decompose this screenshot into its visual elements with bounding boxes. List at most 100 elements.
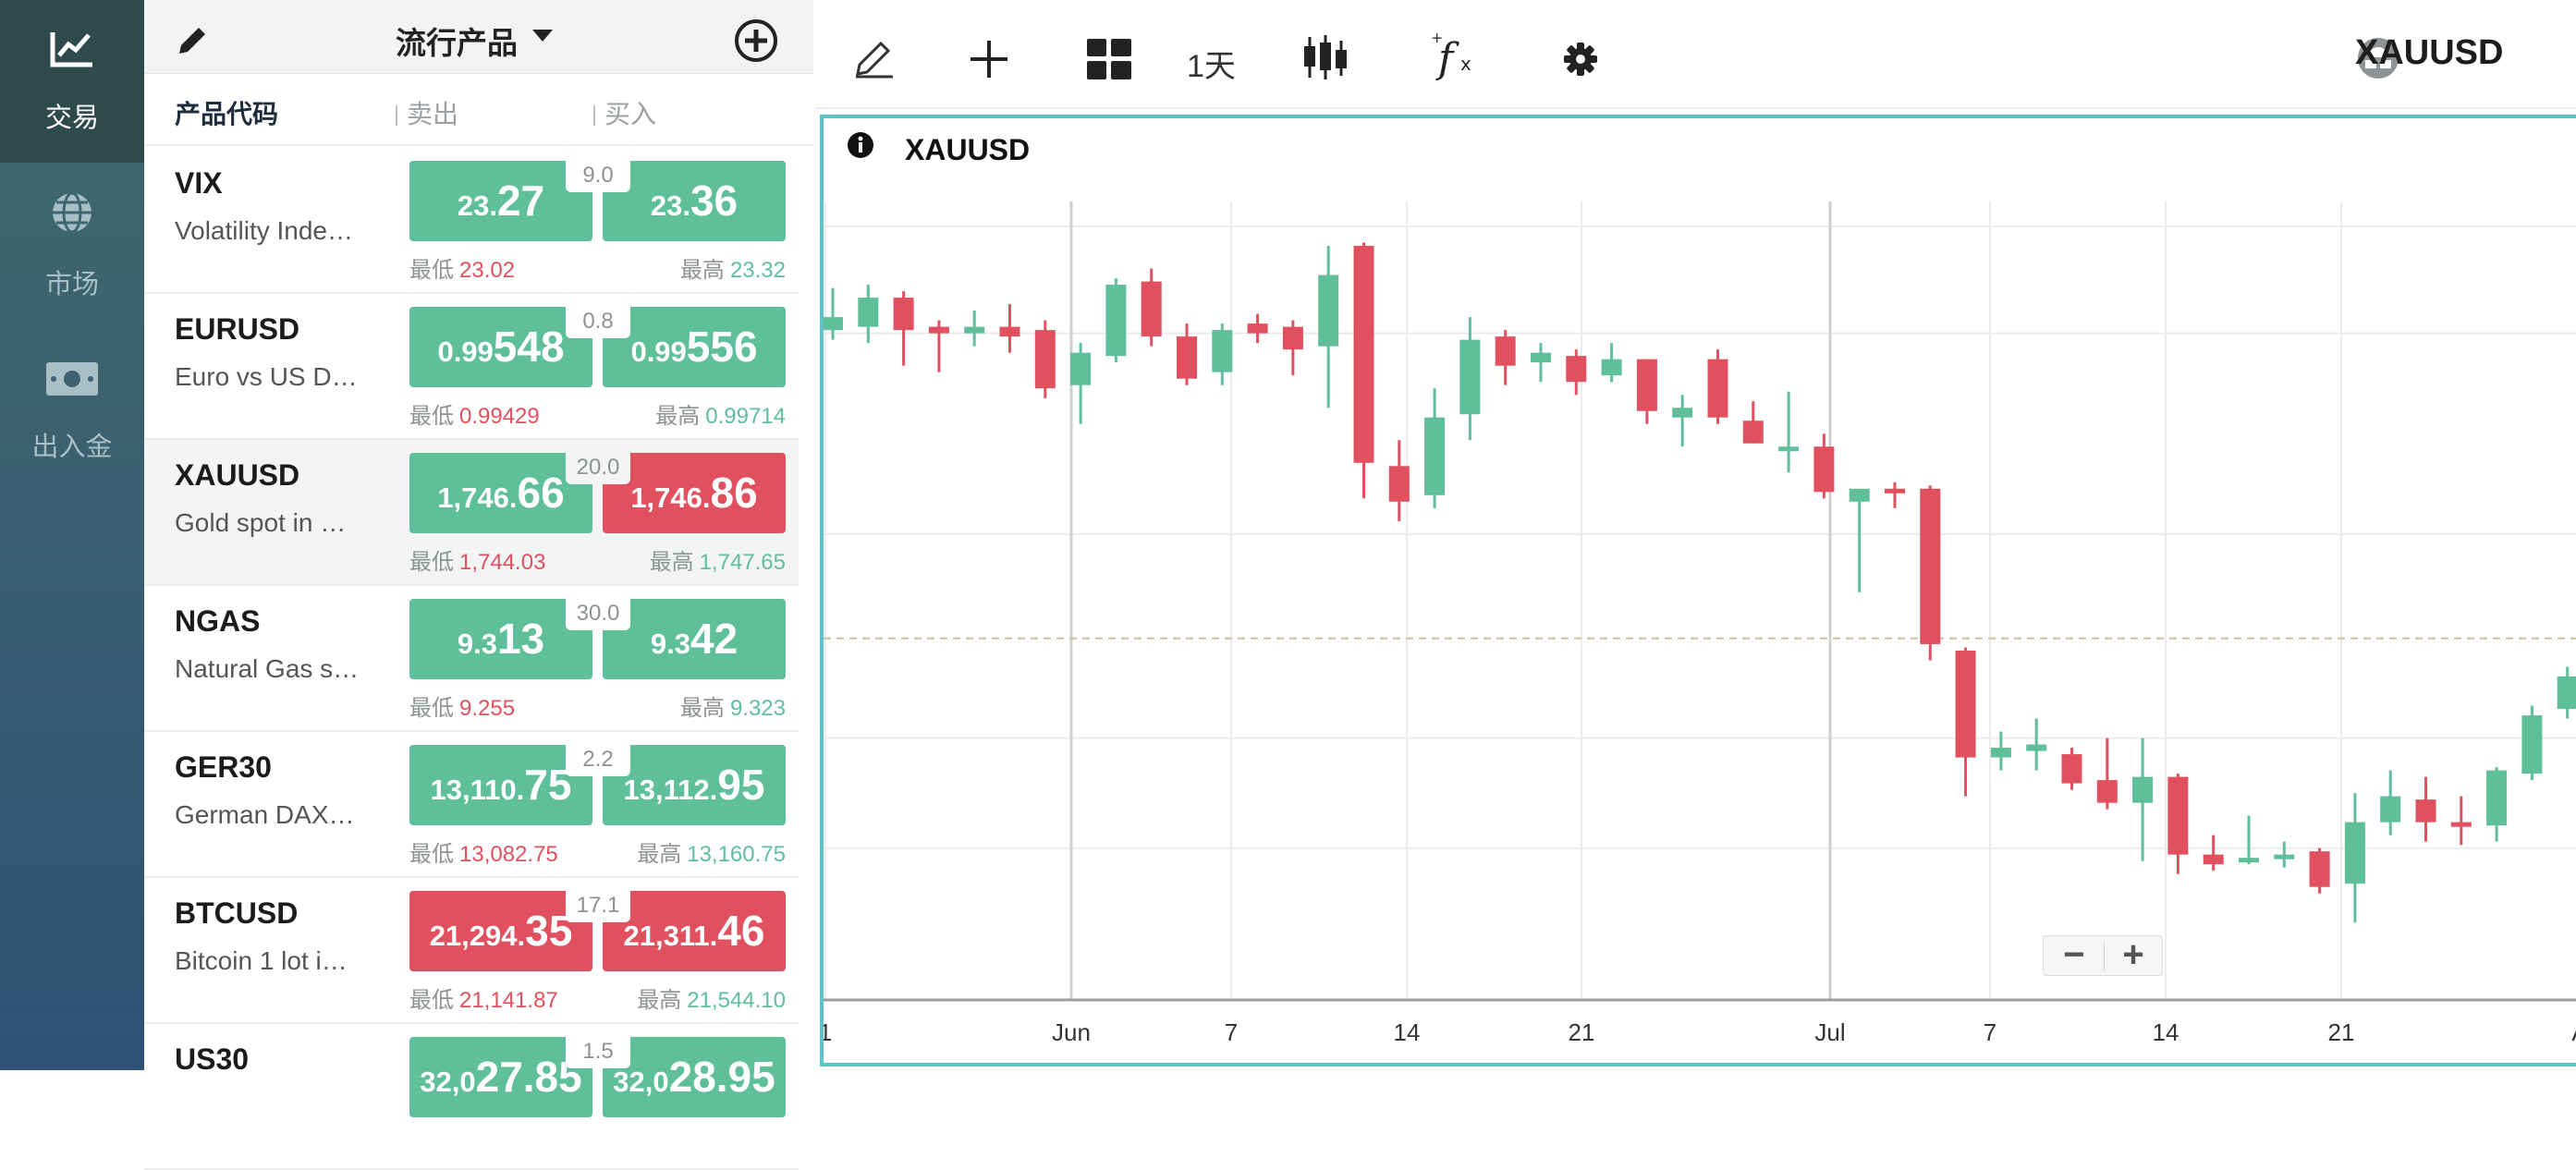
- instrument-row[interactable]: VIX Volatility Index… 23.27 23.36 9.0 最低 23.02…: [144, 148, 799, 294]
- day-high: 最高 23.32: [680, 251, 786, 284]
- symbol-selector[interactable]: XAUUSD: [2355, 33, 2504, 72]
- candle-body: [1920, 488, 1941, 644]
- candle-body: [2203, 854, 2224, 865]
- candle-body: [1388, 466, 1410, 502]
- layout-grid-icon[interactable]: [1087, 39, 1131, 79]
- candle-body: [1636, 359, 1657, 411]
- sell-button[interactable]: 23.27: [409, 161, 592, 241]
- gear-icon[interactable]: [1564, 43, 1597, 76]
- x-tick-label: A: [2571, 1018, 2576, 1046]
- candle-body: [1813, 446, 1835, 493]
- crosshair-icon[interactable]: [969, 39, 1009, 79]
- nav-rail: 交易 市场 出入金: [0, 0, 144, 1070]
- candle-body: [1282, 326, 1303, 350]
- column-buy[interactable]: 买入: [593, 94, 656, 131]
- column-header: 产品代码 卖出 买入: [144, 76, 813, 146]
- column-code[interactable]: 产品代码: [175, 100, 279, 128]
- candle-body: [1424, 417, 1446, 495]
- day-low: 最低 13,082.75: [409, 835, 558, 868]
- sell-price-pips: 13: [496, 615, 545, 663]
- high-label: 最高: [655, 404, 701, 429]
- instrument-symbol: NGAS: [175, 604, 261, 638]
- add-circle-icon[interactable]: [734, 18, 778, 63]
- spread-badge: 2.2: [566, 745, 630, 776]
- instrument-row[interactable]: XAUUSD Gold spot in U… 1,746.66 1,746.86 20.…: [144, 440, 799, 586]
- pencil-edit-icon[interactable]: [176, 22, 211, 57]
- x-tick-label: 21: [1569, 1018, 1595, 1046]
- candle-body: [1459, 339, 1481, 415]
- candle-body: [2309, 851, 2330, 887]
- buy-button[interactable]: 9.342: [603, 599, 786, 679]
- candle-body: [824, 317, 843, 331]
- instrument-row[interactable]: BTCUSD Bitcoin 1 lot is … 21,294.35 21,311.…: [144, 878, 799, 1024]
- zoom-out-button[interactable]: −: [2063, 934, 2085, 975]
- info-icon[interactable]: [847, 131, 874, 159]
- day-low: 最低 0.99429: [409, 397, 540, 430]
- x-tick-label: 14: [1394, 1018, 1421, 1046]
- candlestick-icon[interactable]: [1301, 33, 1349, 81]
- x-tick-label: 21: [2328, 1018, 2355, 1046]
- sell-button[interactable]: 13,110.75: [409, 745, 592, 825]
- chevron-down-icon[interactable]: [532, 30, 553, 43]
- chart-panel[interactable]: 1 Jun 7 14 21 Jul 7 14 21 A: [820, 115, 2576, 1066]
- instrument-row[interactable]: EURUSD Euro vs US D… 0.99548 0.99556 0.8 最低 0.…: [144, 294, 799, 440]
- buy-button[interactable]: 1,746.86: [603, 453, 786, 533]
- zoom-divider: [2104, 942, 2105, 971]
- account-avatar-icon[interactable]: [2357, 37, 2399, 79]
- day-high: 最高 1,747.65: [650, 543, 786, 576]
- sell-button[interactable]: 1,746.66: [409, 453, 592, 533]
- day-low: 最低 21,141.87: [409, 981, 558, 1014]
- buy-button[interactable]: 13,112.95: [603, 745, 786, 825]
- sell-price-major: 13,110.: [430, 774, 525, 806]
- price-chart[interactable]: 1 Jun 7 14 21 Jul 7 14 21 A: [824, 118, 2576, 1063]
- candle-body: [2239, 858, 2259, 863]
- instrument-symbol: GER30: [175, 750, 272, 784]
- instrument-row[interactable]: NGAS Natural Gas s… 9.313 9.342 30.0 最低 9.255 最…: [144, 586, 799, 732]
- instrument-symbol: US30: [175, 1042, 250, 1076]
- buy-button[interactable]: 0.99556: [603, 307, 786, 387]
- sell-price-major: 1,746.: [437, 481, 518, 514]
- candle-body: [858, 298, 879, 327]
- zoom-in-button[interactable]: +: [2122, 934, 2144, 975]
- sell-button[interactable]: 21,294.35: [409, 891, 592, 971]
- spread-badge: 30.0: [566, 599, 630, 630]
- candle-body: [2557, 676, 2576, 710]
- nav-item-market[interactable]: 市场: [0, 163, 144, 325]
- candle-body: [1318, 274, 1339, 347]
- candle-body: [1778, 446, 1800, 452]
- buy-price-major: 32,0: [613, 1066, 669, 1098]
- candle-body: [2061, 754, 2082, 784]
- low-label: 最低: [409, 696, 454, 721]
- nav-item-trade[interactable]: 交易: [0, 0, 144, 163]
- candle-body: [2274, 854, 2295, 859]
- spread-badge: 9.0: [566, 161, 630, 192]
- candle-body: [2415, 799, 2436, 823]
- sell-button[interactable]: 0.99548: [409, 307, 592, 387]
- nav-item-funding[interactable]: 出入金: [0, 325, 144, 488]
- buy-button[interactable]: 23.36: [603, 161, 786, 241]
- spread-badge: 17.1: [566, 891, 630, 922]
- pencil-icon[interactable]: [852, 37, 895, 79]
- column-sell[interactable]: 卖出: [396, 94, 458, 131]
- high-value: 21,544.10: [687, 988, 786, 1013]
- candle-body: [928, 326, 949, 334]
- low-label: 最低: [409, 550, 454, 575]
- timeframe-button[interactable]: 1天: [1187, 49, 1236, 84]
- candle-body: [999, 326, 1020, 337]
- candle-body: [2096, 780, 2118, 803]
- buy-price-major: 21,311.: [623, 920, 718, 952]
- instrument-description: Gold spot in U…: [175, 508, 360, 537]
- indicator-fx-icon[interactable]: + f x: [1429, 30, 1477, 81]
- instrument-description: Volatility Index…: [175, 216, 360, 245]
- sell-button[interactable]: 9.313: [409, 599, 592, 679]
- day-high: 最高 0.99714: [655, 397, 786, 430]
- day-low: 最低 23.02: [409, 251, 515, 284]
- instrument-row[interactable]: GER30 German DAX … 13,110.75 13,112.95 2.2 最低…: [144, 732, 799, 878]
- watchlist-title[interactable]: 流行产品: [396, 26, 518, 60]
- low-label: 最低: [409, 258, 454, 283]
- instrument-row[interactable]: US30 32,027.85 32,028.95 1.5: [144, 1024, 799, 1170]
- sell-price-pips: 548: [493, 323, 565, 371]
- candle-body: [1531, 352, 1551, 363]
- buy-button[interactable]: 21,311.46: [603, 891, 786, 971]
- sell-price-major: 32,0: [420, 1066, 476, 1098]
